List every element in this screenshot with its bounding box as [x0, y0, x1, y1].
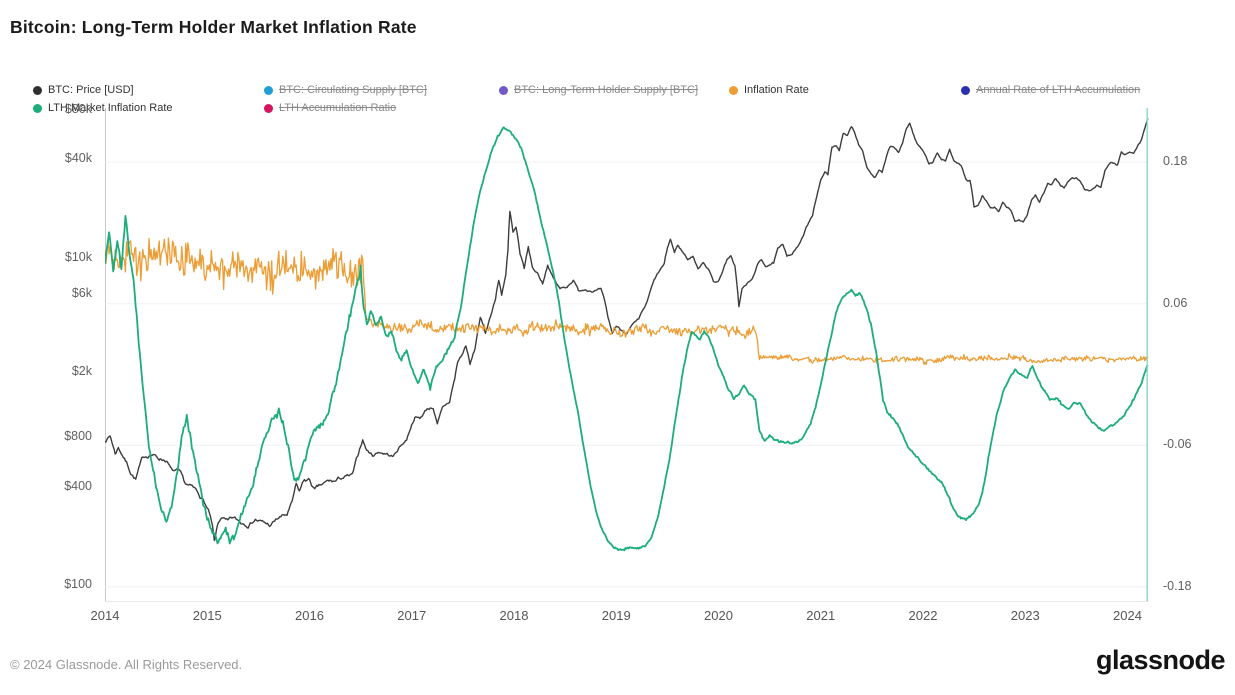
- left-axis-line: [105, 108, 106, 601]
- y-axis-left-tick: $800: [64, 429, 92, 444]
- x-axis-tick: 2018: [499, 608, 529, 623]
- legend-label: BTC: Price [USD]: [48, 84, 134, 96]
- legend-label: LTH Accumulation Ratio: [279, 102, 397, 114]
- legend-dot: [264, 85, 273, 95]
- legend-dot: [33, 85, 42, 95]
- series-line-inflation-rate: [105, 237, 1149, 366]
- y-axis-left-tick: $6k: [71, 286, 92, 301]
- y-axis-left-tick: $80k: [64, 102, 92, 117]
- y-axis-left-tick: $400: [64, 478, 92, 493]
- legend-item-btc-price-usd[interactable]: BTC: Price [USD]: [33, 83, 134, 97]
- copyright-text: © 2024 Glassnode. All Rights Reserved.: [10, 657, 243, 672]
- x-axis-tick: 2016: [295, 608, 324, 623]
- legend-item-annual-rate-of-lth-accumulation[interactable]: Annual Rate of LTH Accumulation: [961, 83, 1140, 97]
- legend-dot: [264, 103, 273, 113]
- legend-label: Annual Rate of LTH Accumulation: [976, 84, 1141, 96]
- legend-label: Inflation Rate: [744, 84, 809, 96]
- x-axis-line: [105, 601, 1149, 602]
- y-axis-right-tick: -0.06: [1163, 437, 1192, 452]
- y-axis-left-tick: $2k: [71, 364, 92, 379]
- legend-dot: [33, 103, 42, 113]
- x-axis-tick: 2024: [1113, 608, 1142, 623]
- legend-label: BTC: Circulating Supply [BTC]: [279, 84, 427, 96]
- x-axis-tick: 2017: [397, 608, 427, 623]
- y-axis-left-tick: $10k: [64, 249, 92, 264]
- series-line-lth-market-inflation-rate: [105, 126, 1149, 552]
- x-axis-tick: 2022: [908, 608, 938, 623]
- y-axis-right-tick: 0.06: [1163, 295, 1188, 310]
- y-axis-left-tick: $40k: [64, 151, 92, 166]
- legend-item-inflation-rate[interactable]: Inflation Rate: [729, 83, 809, 97]
- x-axis-tick: 2015: [192, 608, 222, 623]
- legend-dot: [961, 85, 970, 95]
- x-axis-tick: 2020: [704, 608, 733, 623]
- legend-item-btc-long-term-holder-supply-btc[interactable]: BTC: Long-Term Holder Supply [BTC]: [499, 83, 698, 97]
- legend-dot: [729, 85, 738, 95]
- y-axis-right-tick: -0.18: [1163, 578, 1192, 593]
- x-axis-tick: 2021: [806, 608, 836, 623]
- series-line-btc-price-usd: [105, 118, 1149, 542]
- legend-label: BTC: Long-Term Holder Supply [BTC]: [514, 84, 699, 96]
- legend-dot: [499, 85, 508, 95]
- x-axis-tick: 2014: [90, 608, 120, 623]
- x-axis-tick: 2023: [1010, 608, 1040, 623]
- page-title: Bitcoin: Long-Term Holder Market Inflati…: [10, 17, 417, 37]
- x-axis-tick: 2019: [601, 608, 631, 623]
- legend-item-lth-accumulation-ratio[interactable]: LTH Accumulation Ratio: [264, 101, 396, 115]
- glassnode-logo: glassnode: [1095, 645, 1226, 675]
- legend-label: LTH Market Inflation Rate: [48, 102, 173, 114]
- legend-item-lth-market-inflation-rate[interactable]: LTH Market Inflation Rate: [33, 101, 173, 115]
- legend-item-btc-circulating-supply-btc[interactable]: BTC: Circulating Supply [BTC]: [264, 83, 427, 97]
- y-axis-left-tick: $100: [64, 577, 92, 591]
- y-axis-right-tick: 0.18: [1163, 154, 1188, 169]
- chart-canvas[interactable]: [105, 108, 1149, 601]
